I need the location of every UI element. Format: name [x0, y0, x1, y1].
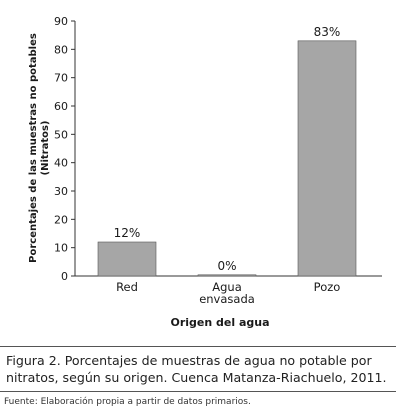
- source-note: Fuente: Elaboración propia a partir de d…: [4, 397, 251, 407]
- y-tick-label: 80: [54, 43, 68, 56]
- y-tick-label: 0: [61, 270, 68, 283]
- caption-top-rule: [0, 346, 396, 347]
- y-tick-label: 70: [54, 72, 68, 85]
- y-axis-title-line: (Nitratos): [40, 121, 51, 176]
- y-axis-label: Porcentajes de las muestras no potables(…: [28, 33, 51, 263]
- bar: [197, 274, 257, 277]
- bar: [97, 241, 157, 277]
- y-tick-label: 10: [54, 242, 68, 255]
- y-tick-label: 20: [54, 213, 68, 226]
- y-axis-title-line: Porcentajes de las muestras no potables: [28, 33, 39, 263]
- bars: [97, 40, 357, 277]
- y-tick-label: 90: [54, 15, 68, 28]
- bar: [297, 40, 357, 277]
- y-tick-label: 60: [54, 100, 68, 113]
- x-axis-title: Origen del agua: [170, 316, 269, 329]
- y-tick-label: 30: [54, 185, 68, 198]
- x-tick-label: Agua: [212, 280, 242, 294]
- y-ticks: 0 10 20 30 40 50 60 70 80 90: [54, 15, 75, 283]
- x-tick-label: Pozo: [314, 280, 341, 294]
- bar-value-label: 12%: [114, 226, 141, 240]
- bar-value-label: 83%: [314, 25, 341, 39]
- bar-chart: Porcentajes de las muestras no potables(…: [28, 15, 382, 329]
- x-tick-label: envasada: [199, 292, 255, 306]
- y-tick-label: 40: [54, 157, 68, 170]
- bar-value-label: 0%: [217, 259, 236, 273]
- y-tick-label: 50: [54, 128, 68, 141]
- x-tick-label: Red: [116, 280, 138, 294]
- caption-bottom-rule: [0, 391, 396, 392]
- value-labels: 12% 0% 83%: [114, 25, 341, 273]
- figure-caption: Figura 2. Porcentajes de muestras de agu…: [6, 353, 387, 385]
